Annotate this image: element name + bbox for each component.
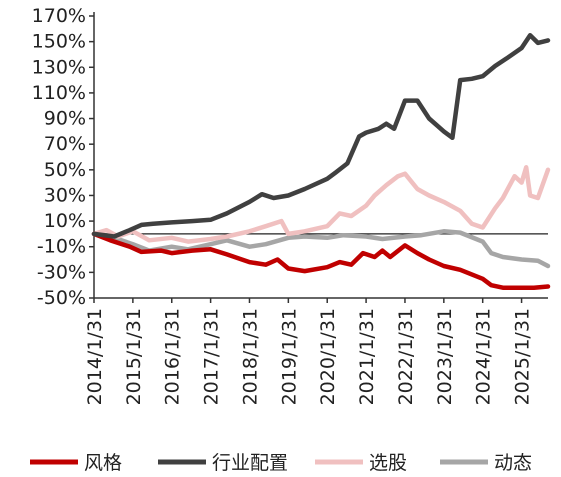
y-tick-label: -50% [37, 287, 86, 309]
x-tick-label: 2021/1/31 [356, 308, 378, 405]
x-axis: 2014/1/31 2015/1/31 2016/1/31 2017/1/31 2018… [84, 297, 548, 405]
y-tick-label: -10% [37, 236, 86, 258]
series-line-3 [91, 229, 551, 269]
y-tick-label: 170% [32, 5, 86, 27]
x-tick-label: 2022/1/31 [395, 308, 417, 405]
x-tick-label: 2017/1/31 [201, 308, 223, 405]
x-tick-label: 2020/1/31 [317, 308, 339, 405]
y-tick-label: -30% [37, 261, 86, 283]
y-tick-label: 10% [44, 210, 86, 232]
x-tick-label: 2014/1/31 [84, 308, 106, 405]
y-tick-label: 110% [32, 82, 86, 104]
series-line-0 [91, 231, 551, 290]
series-layer [91, 32, 551, 290]
y-tick-label: 90% [44, 108, 86, 130]
series-line-1 [91, 32, 551, 239]
legend-label: 选股 [369, 452, 407, 474]
legend-label: 风格 [84, 452, 122, 474]
x-tick-label: 2023/1/31 [434, 308, 456, 405]
x-tick-label: 2015/1/31 [123, 308, 145, 405]
legend: 风格 行业配置 选股 动态 [30, 452, 532, 474]
series-line-2 [91, 165, 551, 244]
y-tick-label: 70% [44, 133, 86, 155]
legend-label: 动态 [494, 452, 532, 474]
x-tick-label: 2019/1/31 [278, 308, 300, 405]
x-tick-label: 2024/1/31 [473, 308, 495, 405]
y-tick-label: 30% [44, 184, 86, 206]
x-tick-label: 2016/1/31 [162, 308, 184, 405]
x-tick-label: 2025/1/31 [512, 308, 534, 405]
y-tick-label: 150% [32, 31, 86, 53]
legend-label: 行业配置 [212, 452, 288, 474]
y-tick-label: 50% [44, 159, 86, 181]
x-tick-label: 2018/1/31 [239, 308, 261, 405]
y-axis: -50% -30% -10% 10% 30% 50% 70% 90% 110% 130% 150% 1… [32, 5, 95, 309]
y-tick-label: 130% [32, 56, 86, 78]
